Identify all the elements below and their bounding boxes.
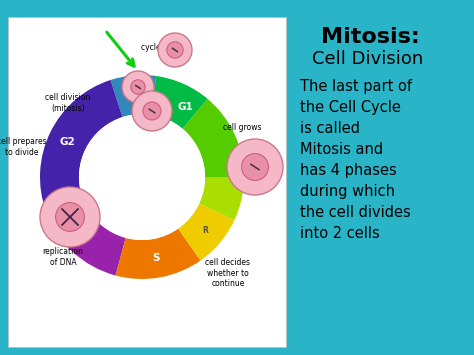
Circle shape	[79, 114, 205, 240]
Circle shape	[132, 91, 172, 131]
Text: Cell Division: Cell Division	[312, 50, 424, 68]
Circle shape	[242, 154, 268, 180]
Circle shape	[131, 80, 145, 94]
Wedge shape	[40, 80, 123, 212]
Wedge shape	[178, 204, 235, 261]
Wedge shape	[182, 99, 244, 177]
Text: cell prepares
to divide: cell prepares to divide	[0, 137, 47, 157]
Text: replication
of DNA: replication of DNA	[43, 247, 83, 267]
Text: G2: G2	[59, 137, 75, 147]
Text: M: M	[129, 90, 140, 100]
Circle shape	[167, 42, 183, 58]
Text: S: S	[153, 253, 160, 263]
Text: G1: G1	[178, 102, 193, 112]
Circle shape	[122, 71, 154, 103]
Wedge shape	[46, 198, 126, 275]
Text: R: R	[202, 225, 208, 235]
Circle shape	[158, 33, 192, 67]
Circle shape	[143, 102, 161, 120]
Text: cell division
(mitosis): cell division (mitosis)	[46, 93, 91, 113]
FancyBboxPatch shape	[8, 17, 286, 347]
Wedge shape	[116, 229, 201, 279]
Wedge shape	[199, 177, 244, 220]
Circle shape	[227, 139, 283, 195]
Circle shape	[55, 203, 84, 231]
Text: cycle begins: cycle begins	[141, 43, 189, 51]
Text: The last part of
the Cell Cycle
is called
Mitosis and
has 4 phases
during which
: The last part of the Cell Cycle is calle…	[300, 79, 412, 241]
Wedge shape	[151, 76, 208, 129]
Wedge shape	[110, 75, 156, 117]
Text: cell grows: cell grows	[223, 122, 261, 131]
Circle shape	[40, 187, 100, 247]
Text: Mitosis:: Mitosis:	[320, 27, 419, 47]
Text: cell decides
whether to
continue: cell decides whether to continue	[206, 258, 250, 288]
